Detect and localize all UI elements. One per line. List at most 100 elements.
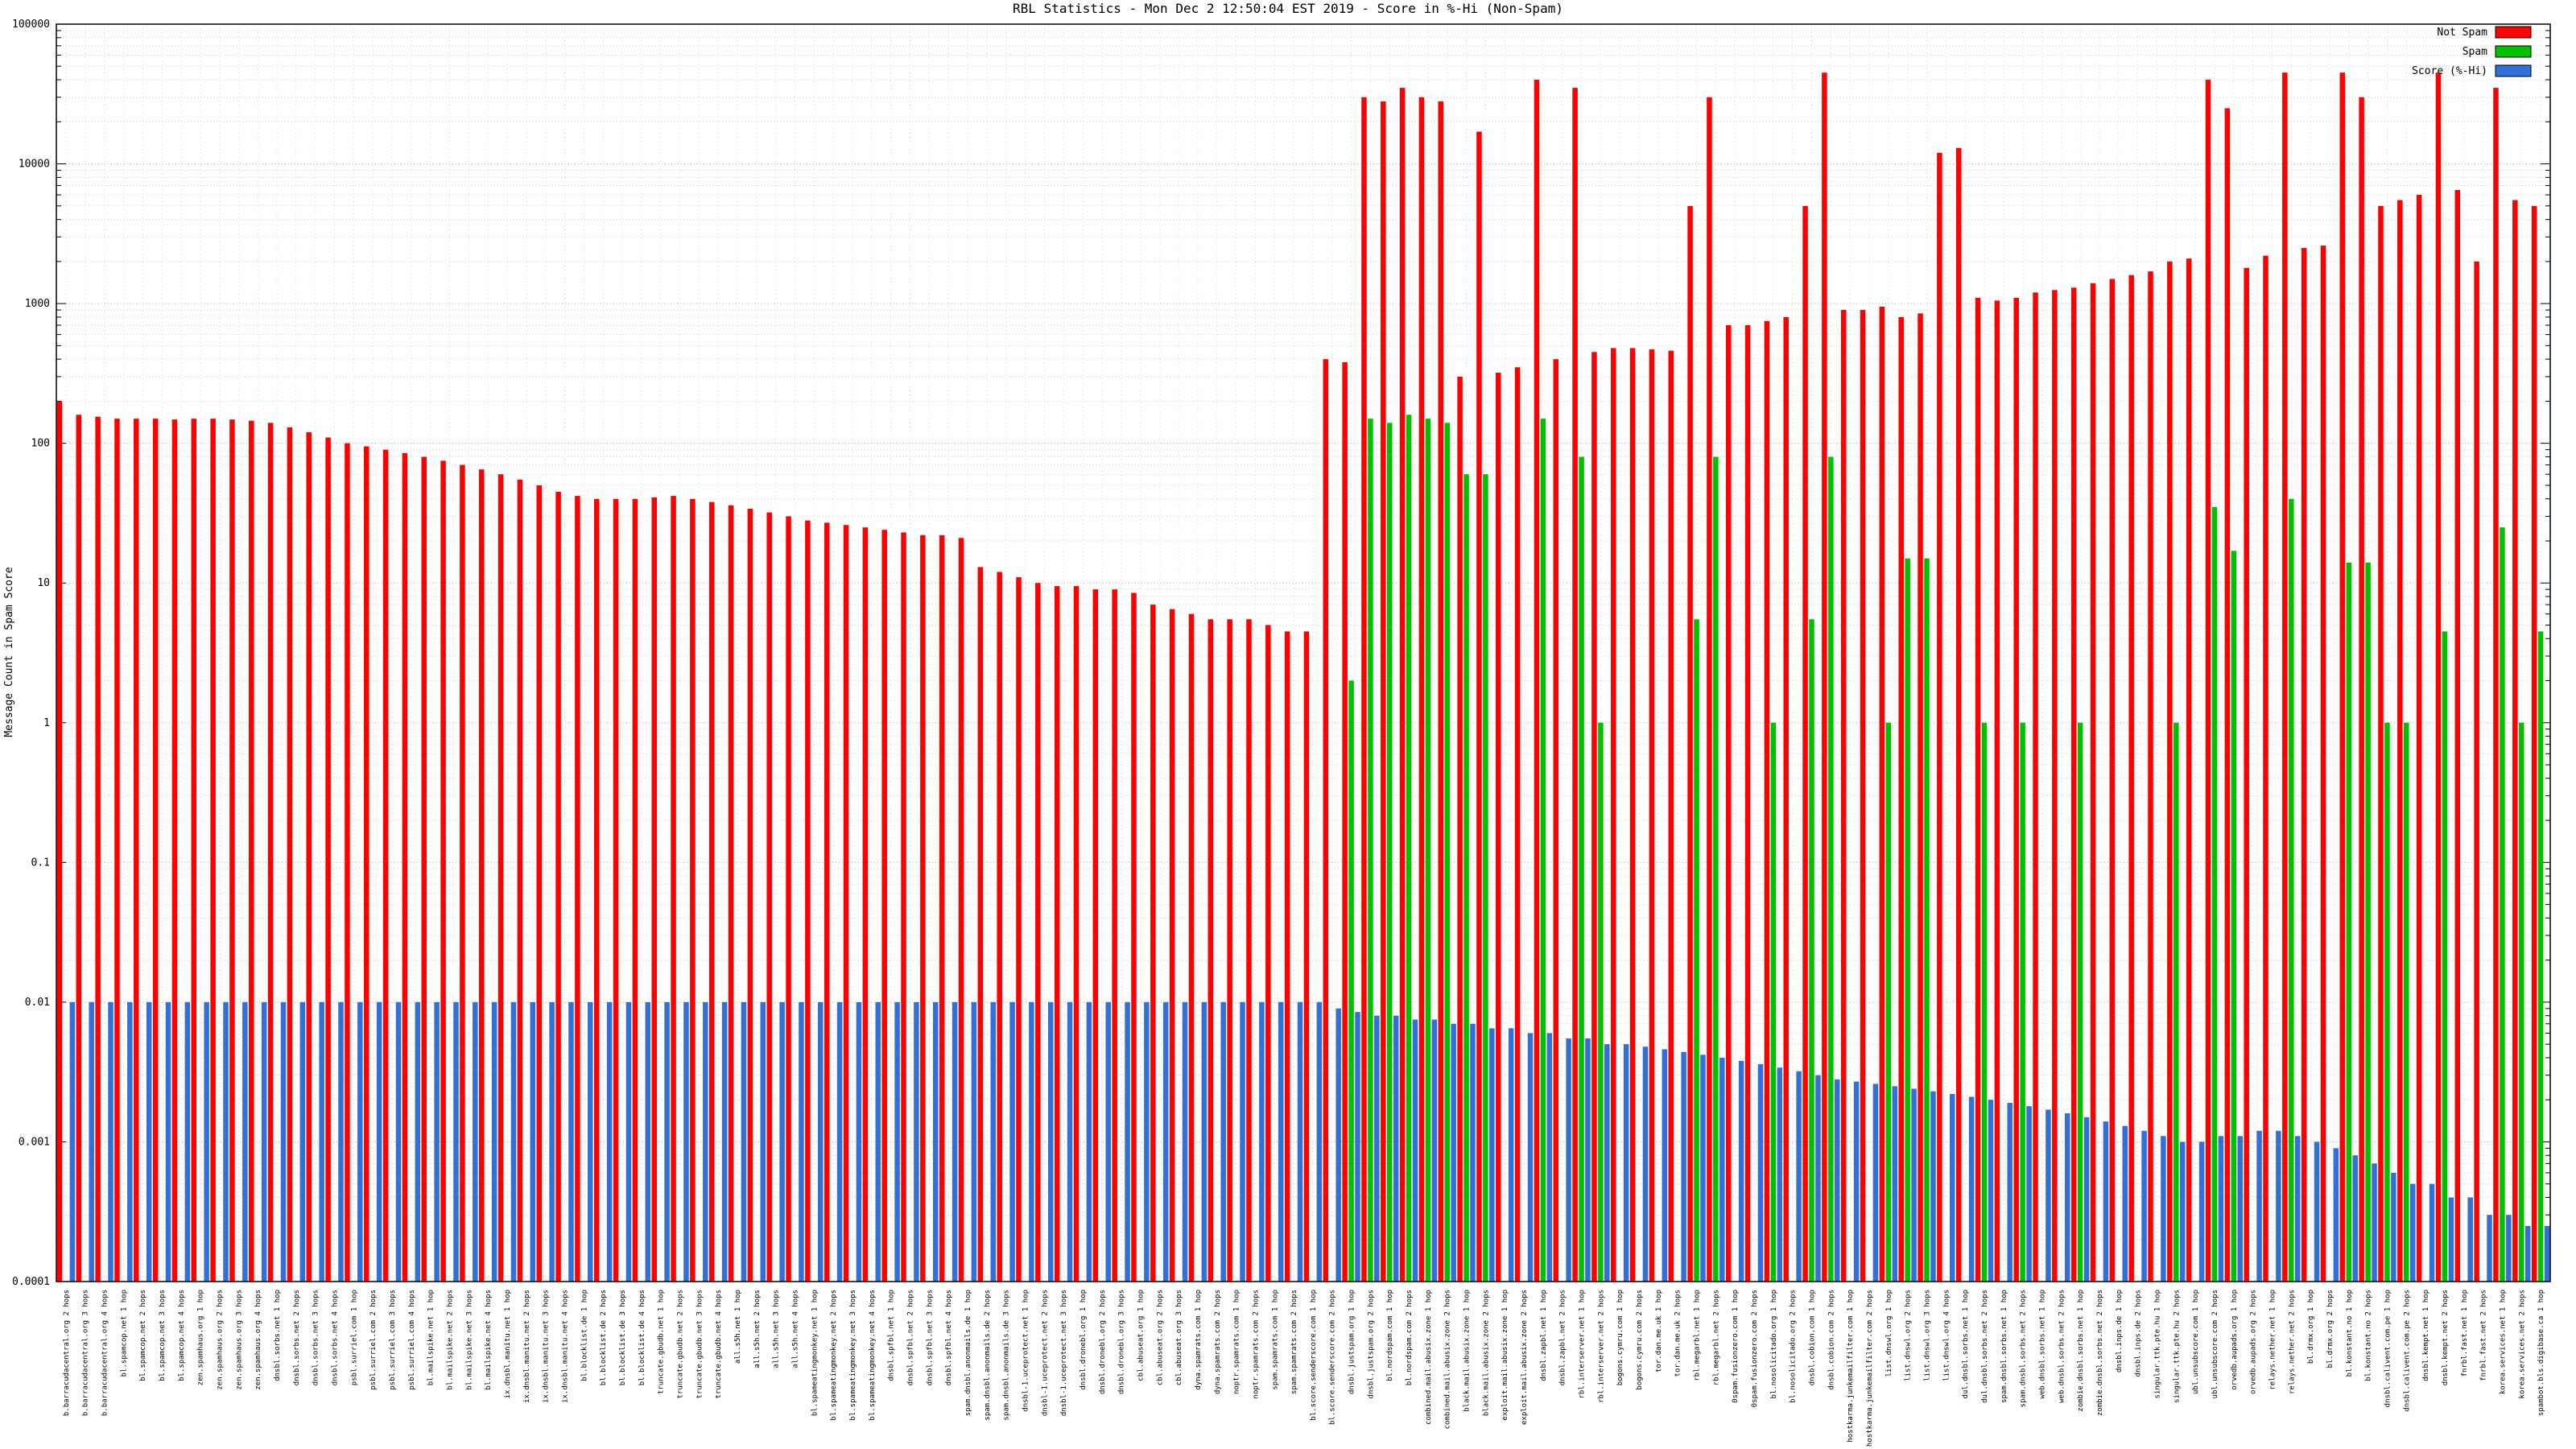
bar-score-hi bbox=[1125, 1001, 1130, 1282]
bar-not-spam bbox=[2474, 261, 2479, 1282]
x-tick-label: truncate.gbudb.net 3 hops bbox=[696, 1290, 704, 1398]
bar-not-spam bbox=[1246, 619, 1252, 1282]
bar-not-spam bbox=[382, 449, 389, 1282]
bar-not-spam bbox=[2512, 200, 2518, 1282]
bar-score-hi bbox=[2065, 1113, 2070, 1282]
bar-not-spam bbox=[805, 520, 811, 1282]
x-tick-label: rbl.megarbl.net 1 hop bbox=[1694, 1290, 1702, 1381]
bar-not-spam bbox=[478, 469, 485, 1282]
bar-score-hi bbox=[645, 1001, 651, 1282]
bar-not-spam bbox=[1092, 589, 1099, 1282]
x-tick-label: spam.spamrats.com 1 hop bbox=[1271, 1290, 1279, 1390]
bar-score-hi bbox=[165, 1001, 171, 1282]
x-tick-label: bl.blocklist.de 2 hops bbox=[600, 1290, 608, 1385]
x-tick-label: zen.spamhaus.org 1 hop bbox=[197, 1290, 205, 1385]
bar-not-spam bbox=[1668, 350, 1674, 1282]
bar-not-spam bbox=[728, 505, 734, 1282]
bar-not-spam bbox=[977, 567, 984, 1282]
bar-not-spam bbox=[1764, 320, 1770, 1282]
x-tick-label: dnsbl.dronebl.org 3 hops bbox=[1118, 1290, 1126, 1394]
x-tick-label: orvedb.aupads.org 1 hop bbox=[2231, 1290, 2239, 1390]
x-tick-label: spambot.bls.digibase.ca 1 hop bbox=[2537, 1290, 2545, 1416]
bar-score-hi bbox=[1412, 1019, 1418, 1282]
x-tick-label: bl.konstant.no 1 hop bbox=[2346, 1290, 2354, 1377]
x-tick-label: dul.dnsbl.sorbs.net 2 hops bbox=[1981, 1290, 1989, 1403]
bar-score-hi bbox=[1278, 1001, 1284, 1282]
bar-score-hi bbox=[2409, 1183, 2416, 1282]
x-tick-label: ubl.unsubscore.com 2 hops bbox=[2211, 1290, 2219, 1398]
x-tick-label: bl.mailspike.net 4 hops bbox=[485, 1290, 493, 1390]
x-tick-label: bogons.cymru.com 1 hop bbox=[1616, 1290, 1624, 1385]
bar-spam bbox=[1770, 722, 1777, 1282]
bar-score-hi bbox=[2218, 1136, 2224, 1282]
bar-spam bbox=[2384, 722, 2390, 1282]
bar-not-spam bbox=[1918, 313, 1923, 1282]
y-tick-label: 0.01 bbox=[25, 997, 50, 1009]
bar-spam bbox=[2174, 722, 2179, 1282]
bar-not-spam bbox=[1975, 297, 1981, 1282]
x-tick-label: zombie.dnsbl.sorbs.net 2 hops bbox=[2096, 1290, 2104, 1416]
x-tick-label: dnsbl.sorbs.net 3 hops bbox=[312, 1290, 320, 1385]
bar-spam bbox=[2404, 722, 2409, 1282]
bar-score-hi bbox=[779, 1001, 785, 1282]
bar-score-hi bbox=[549, 1001, 555, 1282]
bar-score-hi bbox=[1853, 1081, 1860, 1282]
bar-score-hi bbox=[1757, 1063, 1764, 1282]
x-tick-label: dnsbl.inps.de 1 hop bbox=[2116, 1290, 2124, 1373]
bar-score-hi bbox=[2103, 1121, 2109, 1282]
bar-score-hi bbox=[1738, 1060, 1744, 1282]
bar-score-hi bbox=[1374, 1015, 1380, 1282]
bar-not-spam bbox=[2052, 290, 2058, 1282]
bar-not-spam bbox=[1955, 147, 1962, 1282]
x-tick-label: ix.dnsbl.manitu.net 3 hops bbox=[543, 1290, 551, 1403]
x-tick-label: combined.mail.abusix.zone 1 hop bbox=[1425, 1290, 1433, 1425]
bar-not-spam bbox=[1361, 97, 1367, 1282]
bar-score-hi bbox=[818, 1001, 824, 1282]
x-tick-label: bl.drmx.org 2 hops bbox=[2326, 1290, 2334, 1368]
bar-score-hi bbox=[184, 1001, 191, 1282]
x-tick-label: zen.spamhaus.org 2 hops bbox=[217, 1290, 225, 1390]
bar-not-spam bbox=[2148, 271, 2153, 1282]
x-tick-label: bl.score.senderscore.com 1 hop bbox=[1310, 1290, 1318, 1421]
x-tick-label: hostkarma.junkemailfilter.com 2 hops bbox=[1866, 1290, 1874, 1447]
bar-score-hi bbox=[760, 1001, 766, 1282]
bar-score-hi bbox=[2046, 1109, 2051, 1282]
bar-not-spam bbox=[95, 416, 101, 1282]
bar-score-hi bbox=[971, 1001, 977, 1282]
bar-not-spam bbox=[249, 420, 254, 1282]
x-tick-label: web.dnsbl.sorbs.net 2 hops bbox=[2058, 1290, 2066, 1403]
bar-not-spam bbox=[1879, 306, 1885, 1282]
bar-score-hi bbox=[1047, 1001, 1054, 1282]
x-tick-label: dnsbl.zapbl.net 1 hop bbox=[1540, 1290, 1548, 1381]
bar-not-spam bbox=[56, 401, 63, 1282]
x-tick-label: dnsbl.sorbs.net 1 hop bbox=[274, 1290, 282, 1381]
x-tick-label: bl.mailspike.net 2 hops bbox=[447, 1290, 455, 1390]
bar-not-spam bbox=[76, 415, 82, 1282]
bar-score-hi bbox=[376, 1001, 382, 1282]
x-tick-label: relays.nether.net 2 hops bbox=[2288, 1290, 2296, 1394]
x-tick-label: tor.dan.me.uk 2 hops bbox=[1674, 1290, 1682, 1377]
bar-not-spam bbox=[2339, 72, 2346, 1282]
x-tick-label: dnsbl.spfbl.net 2 hops bbox=[906, 1290, 914, 1385]
x-tick-label: bl.spamcop.net 4 hops bbox=[178, 1290, 186, 1381]
bar-not-spam bbox=[1840, 310, 1847, 1282]
x-tick-label: dnsbl.sorbs.net 2 hops bbox=[293, 1290, 301, 1385]
bar-not-spam bbox=[2320, 246, 2326, 1282]
bar-spam bbox=[1386, 423, 1393, 1282]
bar-score-hi bbox=[2487, 1215, 2492, 1282]
bar-score-hi bbox=[1259, 1001, 1265, 1282]
bar-score-hi bbox=[2448, 1197, 2454, 1282]
bar-not-spam bbox=[939, 535, 945, 1282]
bar-spam bbox=[1924, 558, 1930, 1282]
bar-score-hi bbox=[1681, 1051, 1686, 1282]
bar-spam bbox=[1885, 722, 1892, 1282]
bar-score-hi bbox=[952, 1001, 958, 1282]
bar-not-spam bbox=[843, 525, 849, 1282]
bar-score-hi bbox=[473, 1001, 478, 1282]
bar-not-spam bbox=[1457, 376, 1463, 1282]
bar-spam bbox=[1444, 423, 1450, 1282]
bar-score-hi bbox=[2429, 1183, 2435, 1282]
bar-score-hi bbox=[2314, 1141, 2320, 1282]
x-tick-label: singular.ttk.pte.hu 1 hop bbox=[2153, 1290, 2161, 1398]
bar-score-hi bbox=[2524, 1225, 2531, 1282]
